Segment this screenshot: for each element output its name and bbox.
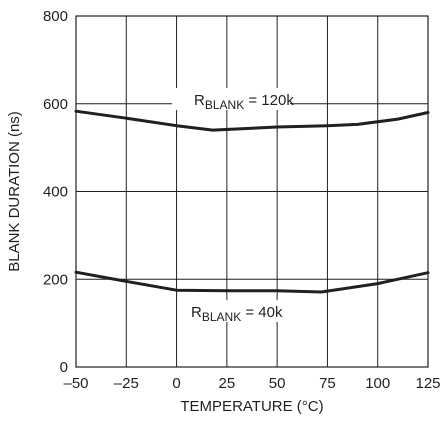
series-label-40k-background xyxy=(182,300,294,322)
x-tick-label: 25 xyxy=(219,375,236,392)
y-tick-label: 0 xyxy=(60,359,68,376)
series-label-120k-background xyxy=(172,88,290,110)
series-label-40k-value: = 40k xyxy=(241,304,283,321)
x-tick-label: –50 xyxy=(63,375,88,392)
y-axis-title: BLANK DURATION (ns) xyxy=(6,111,23,272)
series-label-40k: RBLANK = 40k xyxy=(182,300,294,324)
series-label-120k-sub: BLANK xyxy=(205,98,244,112)
series-label-120k-text: RBLANK = 120k xyxy=(194,92,294,112)
x-tick-label: 75 xyxy=(319,375,336,392)
series-lines xyxy=(74,109,430,294)
x-axis-title: TEMPERATURE (°C) xyxy=(180,398,323,415)
x-tick-label: 0 xyxy=(172,375,180,392)
y-tick-label: 400 xyxy=(43,184,68,201)
x-tick-label: 50 xyxy=(269,375,286,392)
x-axis-tick-labels: –50 –25 0 25 50 75 100 125 xyxy=(63,375,440,392)
y-tick-label: 200 xyxy=(43,271,68,288)
y-axis-tick-labels: 0 200 400 600 800 xyxy=(43,8,68,376)
series-label-120k-r: R xyxy=(194,92,205,109)
series-line-40k xyxy=(74,270,430,294)
y-tick-label: 600 xyxy=(43,96,68,113)
x-tick-label: 125 xyxy=(415,375,440,392)
series-label-120k: RBLANK = 120k xyxy=(172,88,294,112)
series-label-40k-r: R xyxy=(191,304,202,321)
y-tick-label: 800 xyxy=(43,8,68,25)
plot-frame xyxy=(75,15,429,368)
x-tick-label: –25 xyxy=(114,375,139,392)
x-tick-label: 100 xyxy=(365,375,390,392)
series-line-120k xyxy=(74,109,430,132)
series-label-40k-text: RBLANK = 40k xyxy=(191,304,283,324)
series-label-120k-value: = 120k xyxy=(244,92,294,109)
series-label-40k-sub: BLANK xyxy=(202,310,241,324)
